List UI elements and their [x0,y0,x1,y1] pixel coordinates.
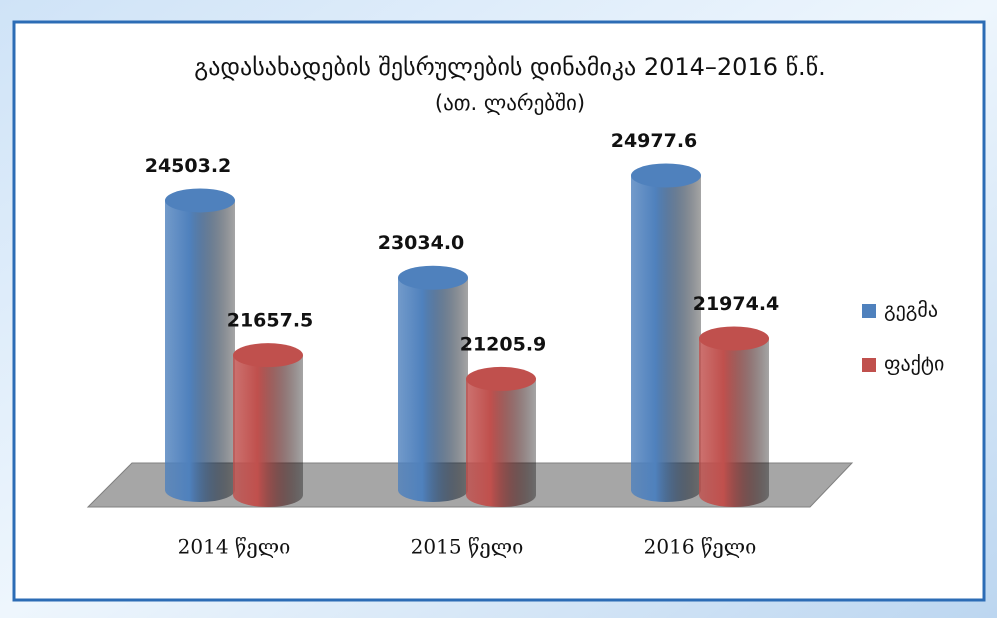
value-label: 24977.6 [611,130,698,152]
chart-title: გადასახადების შესრულების დინამიკა 2014–2… [194,53,825,81]
bar [466,378,536,507]
legend-swatch [862,358,876,372]
bar-top [631,163,701,188]
x-tick-label: 2015 წელი [411,535,524,559]
x-tick-label: 2016 წელი [644,535,757,559]
legend-swatch [862,304,876,318]
bar [699,338,769,507]
bar-top [165,188,235,213]
bar [631,175,701,503]
bar-top [398,265,468,290]
bar [165,200,235,502]
legend-label: გეგმა [884,298,938,322]
chart-subtitle: (ათ. ლარებში) [435,91,585,115]
value-label: 24503.2 [145,155,232,177]
value-label: 21974.4 [693,293,780,315]
x-tick-label: 2014 წელი [178,535,291,559]
bar-top [466,366,536,391]
bar [398,277,468,502]
value-label: 21657.5 [227,310,314,332]
bar-top [233,343,303,368]
legend-label: ფაქტი [884,352,944,376]
value-label: 23034.0 [378,232,465,254]
bar-top [699,326,769,351]
value-label: 21205.9 [460,333,547,355]
bar [233,355,303,507]
